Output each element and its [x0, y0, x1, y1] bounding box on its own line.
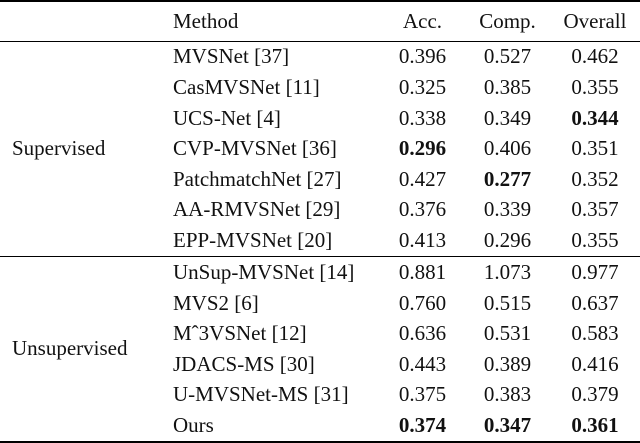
table-row: CasMVSNet [11] 0.325 0.385 0.355 — [0, 72, 640, 103]
header-row: Method Acc. Comp. Overall — [0, 1, 640, 41]
overall-cell: 0.637 — [571, 290, 619, 315]
overall-cell: 0.344 — [571, 105, 619, 130]
table-row: UCS-Net [4] 0.338 0.349 0.344 — [0, 103, 640, 134]
method-cell: Ours — [173, 413, 214, 438]
comp-cell: 1.073 — [483, 259, 532, 284]
table-row: Supervised MVSNet [37] 0.396 0.527 0.462 — [0, 41, 640, 160]
comp-cell: 0.347 — [483, 413, 532, 438]
table-row: AA-RMVSNet [29] 0.376 0.339 0.357 — [0, 195, 640, 226]
comp-cell: 0.349 — [483, 105, 532, 130]
method-cell: MVSNet [37] — [173, 44, 290, 69]
method-cell: U-MVSNet-MS [31] — [173, 382, 349, 407]
acc-cell: 0.325 — [398, 75, 447, 100]
header-comp-cell: Comp. — [479, 8, 536, 33]
overall-cell: 0.351 — [571, 136, 619, 161]
method-cell: MVS2 [6] — [173, 290, 259, 315]
overall-cell: 0.355 — [571, 228, 619, 253]
acc-cell: 0.636 — [398, 321, 447, 346]
table-row: Mˆ3VSNet [12] 0.636 0.531 0.583 — [0, 318, 640, 349]
overall-cell: 0.357 — [571, 197, 619, 222]
overall-cell: 0.462 — [571, 44, 619, 69]
comp-cell: 0.277 — [483, 166, 532, 191]
header-method-cell: Method — [173, 8, 239, 33]
overall-cell: 0.361 — [571, 413, 619, 438]
method-cell: JDACS-MS [30] — [173, 351, 315, 376]
group-label: Supervised — [12, 136, 106, 161]
acc-cell: 0.338 — [398, 105, 447, 130]
overall-cell: 0.379 — [571, 382, 619, 407]
overall-cell: 0.355 — [571, 75, 619, 100]
table-row: CVP-MVSNet [36] 0.296 0.406 0.351 — [0, 133, 640, 164]
comp-cell: 0.531 — [483, 321, 532, 346]
comp-cell: 0.296 — [483, 228, 532, 253]
comp-cell: 0.339 — [483, 197, 532, 222]
acc-cell: 0.413 — [398, 228, 447, 253]
method-cell: AA-RMVSNet [29] — [173, 197, 341, 222]
method-cell: UnSup-MVSNet [14] — [173, 259, 355, 284]
overall-cell: 0.416 — [571, 351, 619, 376]
table-row: MVS2 [6] 0.760 0.515 0.637 — [0, 288, 640, 319]
table-row: PatchmatchNet [27] 0.427 0.277 0.352 — [0, 164, 640, 195]
acc-cell: 0.760 — [398, 290, 447, 315]
comp-cell: 0.515 — [483, 290, 532, 315]
acc-cell: 0.375 — [398, 382, 447, 407]
table-row: Unsupervised UnSup-MVSNet [14] 0.881 1.073 0… — [0, 256, 640, 361]
group-unsupervised: Unsupervised UnSup-MVSNet [14] 0.881 1.073 0… — [0, 256, 640, 442]
method-cell: EPP-MVSNet [20] — [173, 228, 333, 253]
table-row: JDACS-MS [30] 0.443 0.389 0.416 — [0, 349, 640, 380]
table-header: Method Acc. Comp. Overall — [0, 1, 640, 41]
header-overall-cell: Overall — [563, 8, 627, 33]
overall-cell: 0.583 — [571, 321, 619, 346]
method-cell: Mˆ3VSNet [12] — [173, 321, 307, 346]
method-cell: CasMVSNet [11] — [173, 75, 320, 100]
group-label: Unsupervised — [12, 336, 128, 361]
table-row: U-MVSNet-MS [31] 0.375 0.383 0.379 — [0, 380, 640, 411]
method-cell: UCS-Net [4] — [173, 105, 281, 130]
acc-cell: 0.881 — [398, 259, 447, 284]
table-row: Ours 0.374 0.347 0.361 — [0, 410, 640, 442]
group-supervised: Supervised MVSNet [37] 0.396 0.527 0.462 CasM… — [0, 41, 640, 256]
comp-cell: 0.406 — [483, 136, 532, 161]
header-category-cell — [0, 1, 165, 41]
header-acc-cell: Acc. — [402, 8, 443, 33]
table-row: EPP-MVSNet [20] 0.413 0.296 0.355 — [0, 225, 640, 256]
overall-cell: 0.352 — [571, 166, 619, 191]
comp-cell: 0.385 — [483, 75, 532, 100]
method-cell: PatchmatchNet [27] — [173, 166, 342, 191]
acc-cell: 0.443 — [398, 351, 447, 376]
acc-cell: 0.374 — [398, 413, 447, 438]
acc-cell: 0.376 — [398, 197, 447, 222]
acc-cell: 0.427 — [398, 166, 447, 191]
acc-cell: 0.396 — [398, 44, 447, 69]
method-cell: CVP-MVSNet [36] — [173, 136, 337, 161]
comp-cell: 0.527 — [483, 44, 532, 69]
acc-cell: 0.296 — [398, 136, 447, 161]
comp-cell: 0.389 — [483, 351, 532, 376]
overall-cell: 0.977 — [571, 259, 619, 284]
comp-cell: 0.383 — [483, 382, 532, 407]
